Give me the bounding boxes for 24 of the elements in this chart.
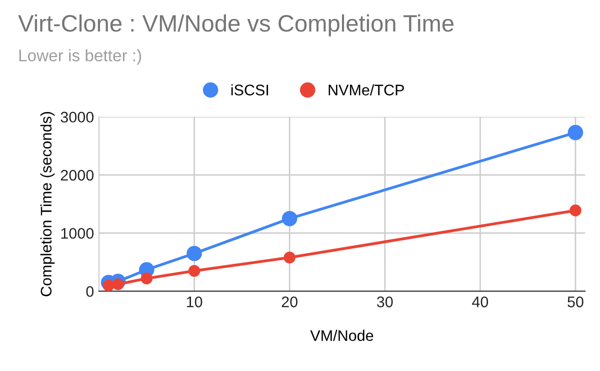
point [186, 246, 202, 262]
point [140, 272, 153, 284]
chart-subtitle: Lower is better :) [19, 49, 142, 65]
x-tick-label: 10 [186, 296, 202, 308]
point [112, 278, 124, 290]
x-tick-label: 40 [472, 296, 488, 308]
y-tick-label: 2000 [60, 170, 94, 181]
point [568, 124, 584, 140]
point [282, 210, 298, 226]
y-tick-label: 3000 [60, 112, 94, 123]
point [284, 252, 296, 264]
x-tick-label: 50 [568, 296, 584, 308]
x-tick-label: 20 [282, 296, 298, 308]
chart-title: Virt-Clone : VM/Node vs Completion Time [18, 14, 454, 36]
legend-label: iSCSI [231, 84, 268, 96]
point [188, 264, 200, 277]
point [570, 204, 582, 216]
y-tick-label: 1000 [61, 228, 94, 239]
y-tick-label: 0 [86, 286, 94, 297]
y-axis-title: Completion Time (seconds) [40, 112, 55, 296]
point [102, 280, 114, 292]
legend-label: NVMe/TCP [328, 84, 404, 96]
x-axis-title: VM/Node [310, 330, 374, 342]
x-tick-label: 30 [376, 296, 393, 308]
